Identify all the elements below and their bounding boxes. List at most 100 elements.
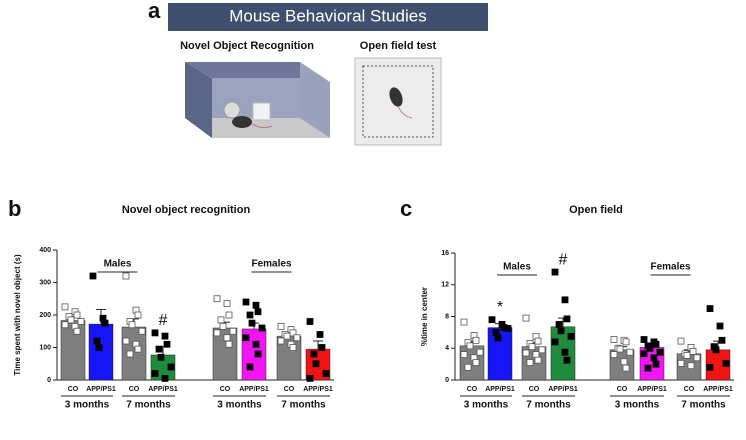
chart-title: Open field xyxy=(569,204,623,216)
data-point xyxy=(163,340,171,348)
data-point xyxy=(460,318,468,326)
sex-label: Females xyxy=(650,262,690,273)
figure-title: Mouse Behavioral Studies xyxy=(229,6,427,25)
data-point xyxy=(504,325,512,332)
data-point xyxy=(101,319,109,327)
data-point xyxy=(77,318,85,325)
data-point xyxy=(128,321,136,329)
data-point xyxy=(89,272,97,280)
nor-illustration xyxy=(185,62,330,138)
data-point xyxy=(610,336,618,343)
data-point xyxy=(246,363,254,371)
data-point xyxy=(551,338,559,346)
group-label: 3 months xyxy=(464,400,509,411)
sex-label: Females xyxy=(251,259,291,270)
annotation: # xyxy=(159,312,168,329)
data-point xyxy=(622,338,630,346)
data-point xyxy=(677,359,685,367)
data-point xyxy=(620,358,628,366)
open-field-illustration xyxy=(354,57,442,146)
group-label: 7 months xyxy=(281,400,326,411)
data-point xyxy=(492,328,500,336)
data-point xyxy=(689,348,697,355)
data-point xyxy=(161,332,169,340)
data-point xyxy=(561,348,569,356)
data-point xyxy=(616,345,624,353)
data-point xyxy=(223,334,231,342)
data-point xyxy=(567,332,575,340)
data-point xyxy=(225,340,233,348)
data-point xyxy=(494,334,502,342)
data-point xyxy=(687,362,695,370)
data-point xyxy=(626,348,634,356)
data-point xyxy=(306,374,314,382)
data-point xyxy=(706,363,714,371)
data-point xyxy=(538,346,546,354)
data-point xyxy=(73,311,81,319)
data-point xyxy=(622,364,630,372)
data-point xyxy=(252,340,260,348)
data-point xyxy=(683,351,691,359)
x-tick-label: CO xyxy=(220,386,231,393)
data-point xyxy=(610,351,618,359)
group-label: 7 months xyxy=(526,400,571,411)
data-point xyxy=(252,301,260,309)
data-point xyxy=(712,346,720,354)
data-point xyxy=(652,360,660,368)
data-point xyxy=(528,343,536,351)
data-point xyxy=(126,350,134,358)
x-tick-label: APP/PS1 xyxy=(86,386,116,393)
panel-label: b xyxy=(8,196,21,221)
data-point xyxy=(242,298,250,306)
x-tick-label: CO xyxy=(684,386,695,393)
data-point xyxy=(316,331,324,338)
data-point xyxy=(223,300,231,308)
bar xyxy=(88,323,114,381)
data-point xyxy=(534,337,542,345)
data-point xyxy=(464,363,472,371)
caption: Novel Object Recognition xyxy=(180,40,314,52)
sex-label: Males xyxy=(104,259,132,270)
data-point xyxy=(718,336,726,344)
y-tick-label: 0 xyxy=(445,377,449,384)
data-point xyxy=(155,345,163,353)
data-point xyxy=(219,322,227,330)
y-tick-label: 16 xyxy=(441,250,449,257)
data-point xyxy=(151,370,159,377)
data-point xyxy=(563,356,571,364)
y-tick-label: 12 xyxy=(441,282,449,289)
y-tick-label: 400 xyxy=(39,247,51,254)
data-point xyxy=(466,342,474,350)
data-point xyxy=(646,344,654,352)
group-label: 7 months xyxy=(681,400,726,411)
data-point xyxy=(522,349,530,357)
data-point xyxy=(95,344,103,351)
data-point xyxy=(283,332,291,340)
x-tick-label: CO xyxy=(529,386,540,393)
data-point xyxy=(122,337,130,345)
data-point xyxy=(644,364,652,372)
title-banner xyxy=(168,3,488,31)
data-point xyxy=(532,351,540,359)
data-point xyxy=(61,321,69,329)
data-point xyxy=(312,360,320,368)
y-axis-label: Time spent with novel object (s) xyxy=(13,254,22,376)
y-tick-label: 100 xyxy=(39,344,51,351)
data-point xyxy=(217,316,225,324)
data-point xyxy=(73,327,81,335)
data-point xyxy=(640,336,648,343)
panel-label: a xyxy=(148,0,161,23)
data-point xyxy=(277,337,285,345)
data-point xyxy=(134,345,142,353)
x-tick-label: CO xyxy=(617,386,628,393)
data-point xyxy=(557,327,565,335)
data-point xyxy=(476,348,484,356)
data-point xyxy=(254,350,262,358)
data-point xyxy=(472,336,480,344)
data-point xyxy=(157,353,165,361)
x-tick-label: CO xyxy=(68,386,79,393)
data-point xyxy=(225,311,233,319)
data-point xyxy=(61,303,69,311)
data-point xyxy=(213,295,221,303)
